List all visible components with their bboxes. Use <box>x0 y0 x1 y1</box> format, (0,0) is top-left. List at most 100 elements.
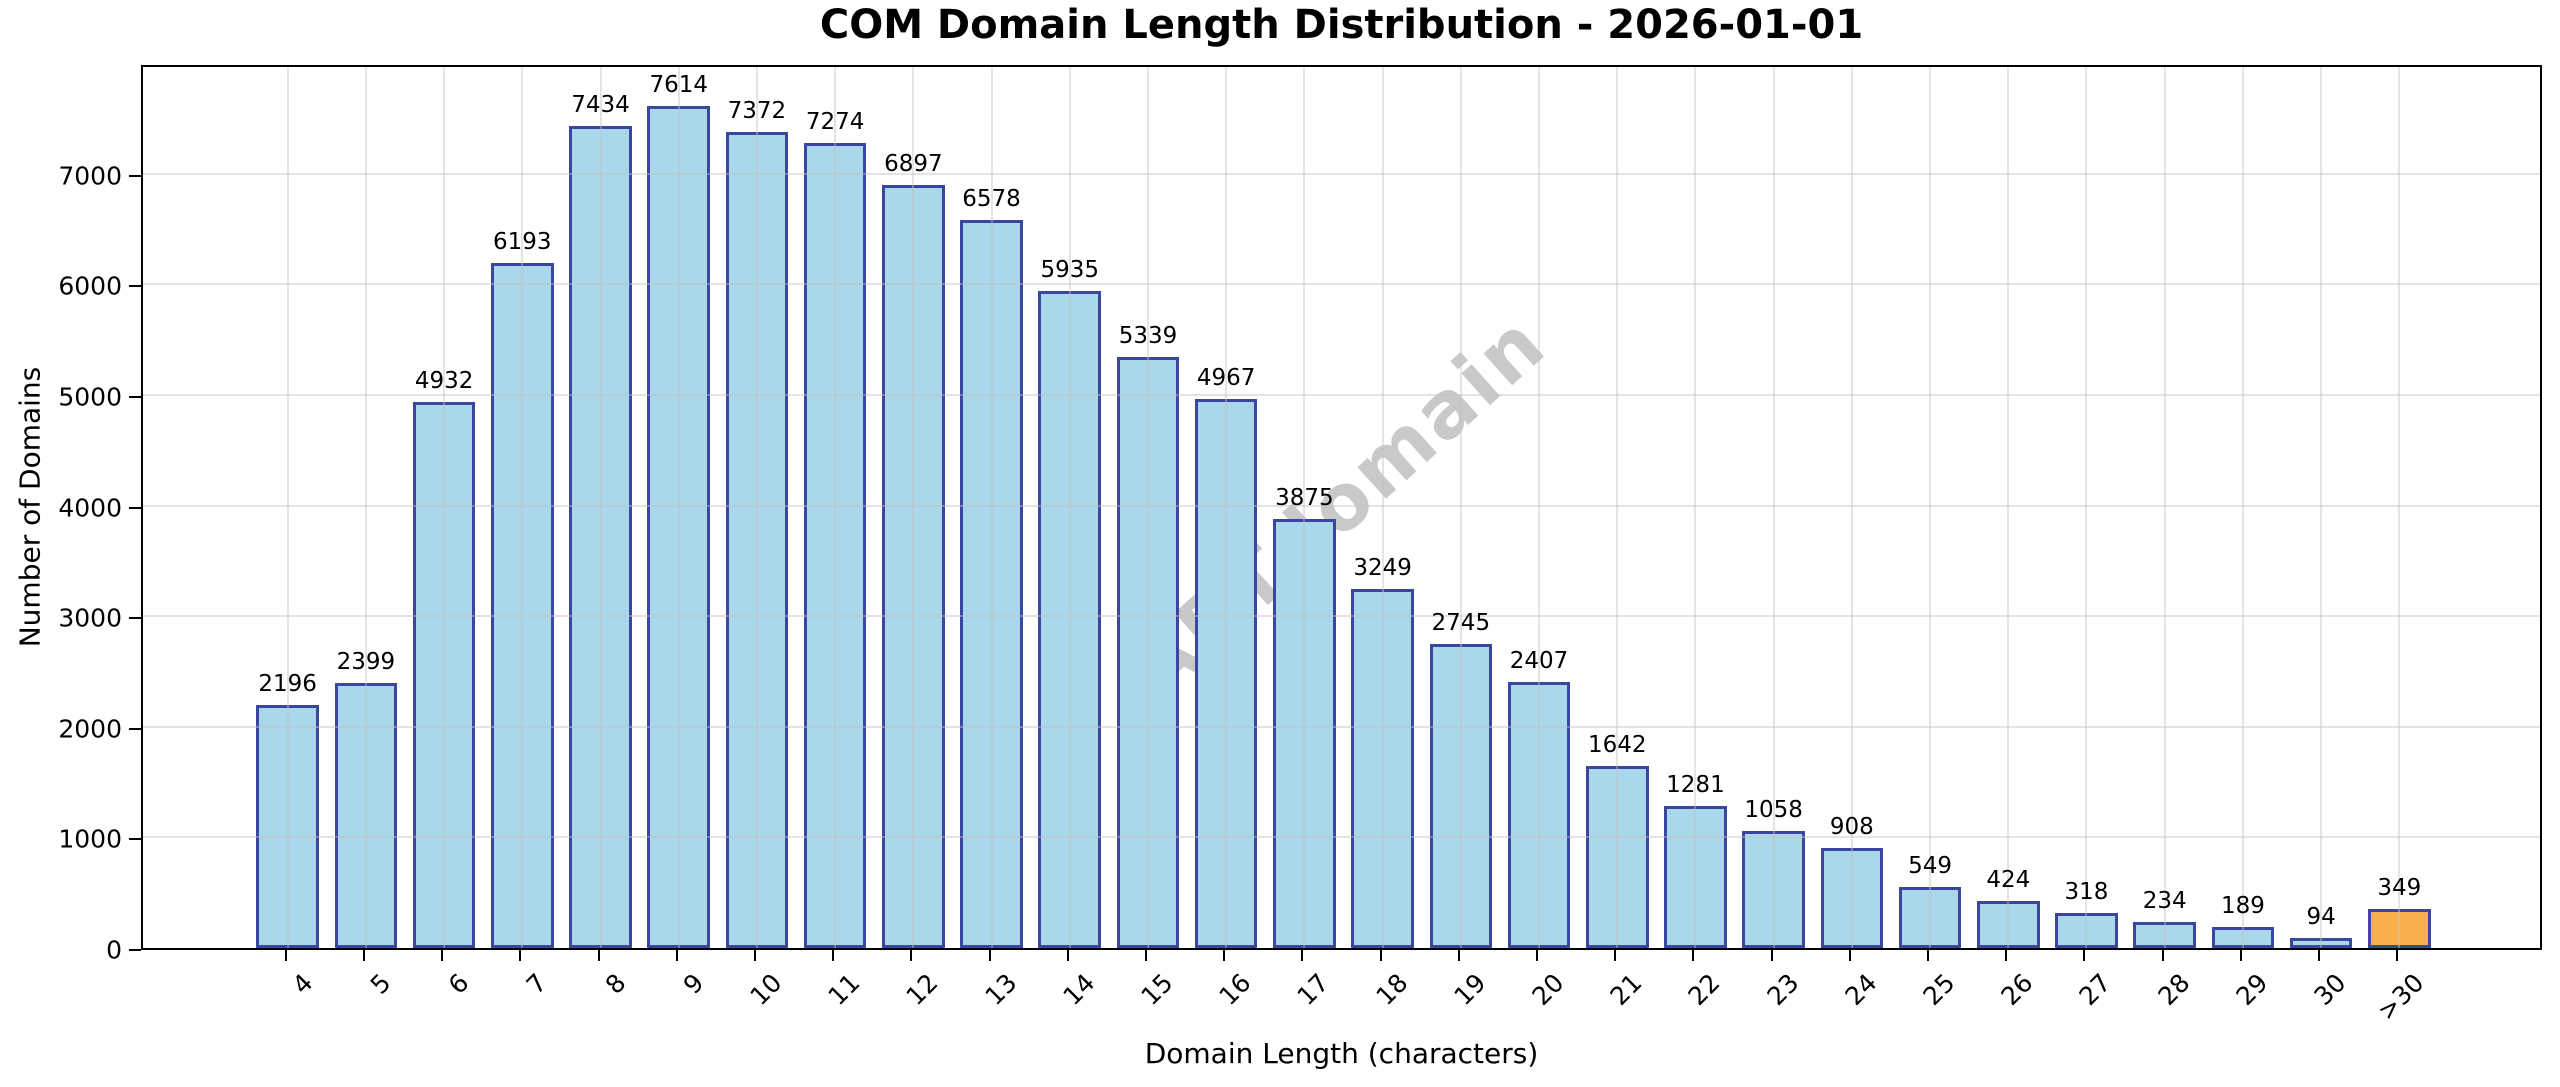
y-tick-label: 5000 <box>58 382 122 412</box>
x-tick-label: 14 <box>1057 968 1101 1012</box>
gridline-v <box>521 67 524 948</box>
x-tick-mark <box>284 950 287 961</box>
x-tick-label: 13 <box>979 968 1023 1012</box>
x-tick-label: 21 <box>1604 968 1648 1012</box>
bar <box>1742 830 1805 948</box>
x-tick-label: 15 <box>1135 968 1179 1012</box>
gridline-v <box>1929 67 1932 948</box>
x-tick-mark <box>2239 950 2242 961</box>
gridline-v <box>2241 67 2244 948</box>
bar <box>1664 806 1727 948</box>
watermark: ABTdomain <box>1112 297 1564 717</box>
x-tick-label: 28 <box>2152 968 2196 1012</box>
bar-value-label: 2399 <box>336 648 396 675</box>
x-tick-label: >30 <box>2372 968 2430 1026</box>
gridline-v <box>286 67 289 948</box>
bar-value-label: 1058 <box>1744 796 1803 823</box>
bar-value-label: 349 <box>2377 875 2422 902</box>
bar-value-label: 5339 <box>1118 323 1178 350</box>
x-tick-label: 8 <box>599 968 632 1000</box>
bar <box>1194 398 1258 948</box>
gridline-v <box>834 67 837 948</box>
y-tick-mark <box>129 617 141 620</box>
bar-value-label: 189 <box>2220 893 2265 920</box>
gridline-v <box>1772 67 1775 948</box>
x-tick-mark <box>1066 950 1069 961</box>
gridline-v <box>2007 67 2010 948</box>
x-tick-label: 6 <box>442 968 475 1000</box>
gridline-v <box>1850 67 1853 948</box>
x-tick-mark <box>1536 950 1539 961</box>
x-axis-label: Domain Length (characters) <box>1144 1037 1539 1070</box>
gridline-h <box>143 504 2540 507</box>
x-tick-label: 19 <box>1448 968 1492 1012</box>
gridline-v <box>1225 67 1228 948</box>
bar-value-label: 2745 <box>1431 610 1491 637</box>
y-tick-mark <box>129 395 141 398</box>
bar <box>1820 847 1884 948</box>
chart-title: COM Domain Length Distribution - 2026-01… <box>819 2 1864 48</box>
x-tick-label: 22 <box>1682 968 1726 1012</box>
bar <box>882 185 945 948</box>
x-tick-label: 26 <box>1995 968 2039 1012</box>
bar-value-label: 6193 <box>493 228 552 255</box>
bar <box>412 402 476 948</box>
bar <box>1273 519 1336 948</box>
gridline-v <box>443 67 446 948</box>
gridline-v <box>1616 67 1619 948</box>
bar <box>1429 644 1493 948</box>
gridline-v <box>912 67 915 948</box>
bar <box>2289 937 2353 948</box>
gridline-v <box>1068 67 1071 948</box>
x-tick-label: 9 <box>677 968 710 1000</box>
bar <box>334 682 398 948</box>
x-tick-label: 24 <box>1839 968 1883 1012</box>
gridline-v <box>677 67 680 948</box>
gridline-v <box>1694 67 1697 948</box>
x-tick-label: 5 <box>364 968 397 1000</box>
bar <box>1038 291 1102 948</box>
gridline-v <box>364 67 367 948</box>
bar-value-label: 3875 <box>1275 485 1334 512</box>
gridline-h <box>143 172 2540 175</box>
bar <box>1351 588 1414 948</box>
gridline-v <box>1303 67 1306 948</box>
x-tick-mark <box>1848 950 1851 961</box>
bar <box>1507 681 1571 948</box>
bar <box>2055 912 2118 948</box>
gridline-v <box>1146 67 1149 948</box>
x-tick-mark <box>1927 950 1930 961</box>
x-tick-mark <box>2396 950 2399 961</box>
bar-value-label: 908 <box>1829 813 1874 840</box>
y-tick-label: 6000 <box>58 271 122 301</box>
bar-value-label: 2407 <box>1509 647 1569 674</box>
gridline-h <box>143 393 2540 396</box>
x-tick-mark <box>1692 950 1695 961</box>
y-tick-mark <box>129 727 141 730</box>
y-tick-label: 2000 <box>58 714 122 744</box>
x-tick-mark <box>597 950 600 961</box>
bar <box>1898 887 1962 948</box>
bar <box>256 705 319 948</box>
x-tick-mark <box>1614 950 1617 961</box>
x-tick-mark <box>519 950 522 961</box>
y-tick-mark <box>129 285 141 288</box>
bar <box>2211 927 2275 948</box>
bar <box>2368 909 2431 948</box>
x-tick-label: 30 <box>2308 968 2352 1012</box>
gridline-h <box>143 283 2540 286</box>
bar <box>803 143 867 948</box>
bar-value-label: 6897 <box>884 151 943 178</box>
x-tick-label: 12 <box>900 968 944 1012</box>
bar-value-label: 3249 <box>1353 554 1412 581</box>
bar <box>2133 922 2196 948</box>
gridline-h <box>143 836 2540 839</box>
x-tick-label: 27 <box>2073 968 2117 1012</box>
x-tick-mark <box>1301 950 1304 961</box>
x-tick-label: 4 <box>286 968 319 1000</box>
x-tick-mark <box>1379 950 1382 961</box>
gridline-v <box>990 67 993 948</box>
bar-value-label: 7434 <box>571 91 630 118</box>
bar <box>491 262 554 948</box>
